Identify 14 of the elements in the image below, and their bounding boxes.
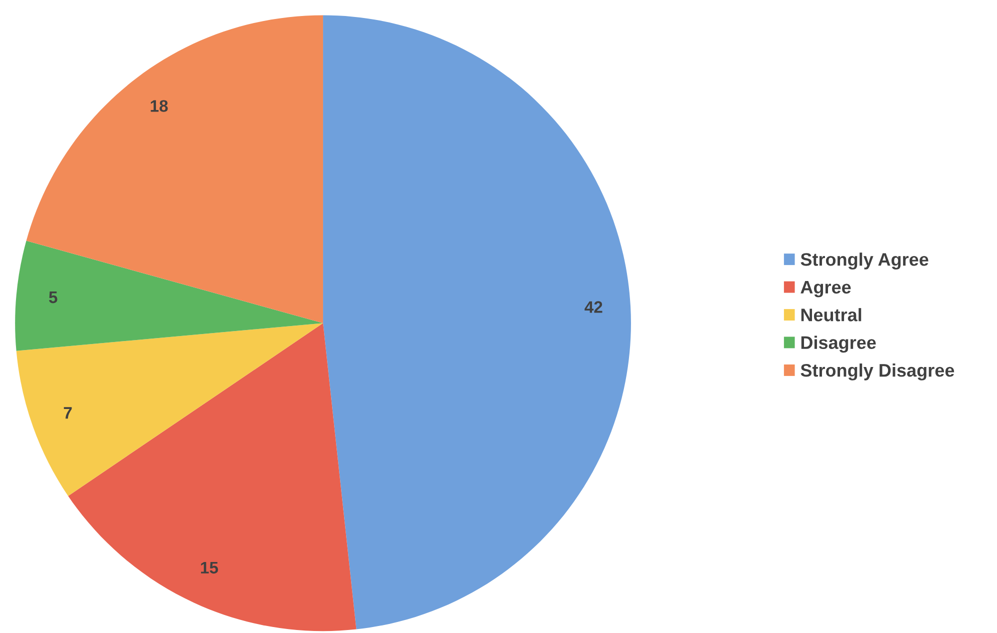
data-label: 18 [150,100,168,112]
data-label: 5 [49,292,58,304]
data-label: 15 [201,562,218,574]
pie-slice [323,15,631,630]
pie-slice [26,15,324,324]
data-label: 42 [584,301,602,313]
data-label: 7 [64,407,72,419]
legend-label: Strongly Agree [800,252,928,270]
legend-label: Disagree [801,336,876,353]
pie-slice [16,323,324,496]
legend-label: Agree [800,281,851,298]
legend-label: Strongly Disagree [800,363,954,380]
pie-slice [15,240,324,351]
legend-label: Neutral [801,308,862,322]
